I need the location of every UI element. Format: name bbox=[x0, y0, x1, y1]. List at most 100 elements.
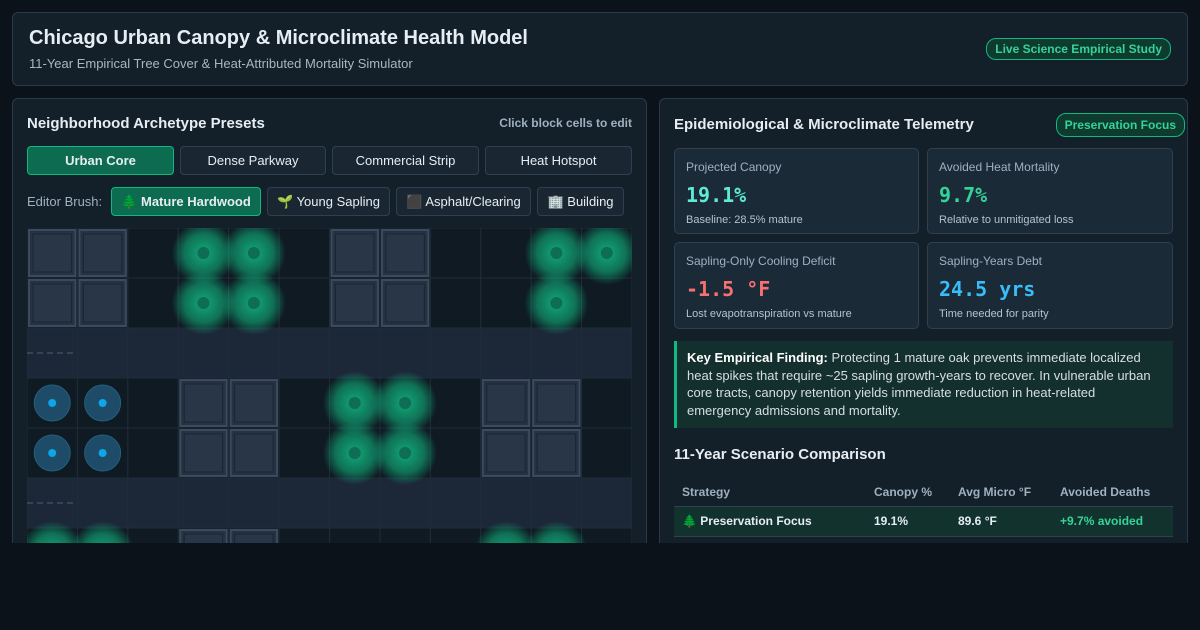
building-roof bbox=[32, 233, 72, 273]
metric-note: Lost evapotranspiration vs mature bbox=[686, 308, 852, 320]
grid-cell[interactable] bbox=[228, 327, 280, 379]
grid-cell[interactable] bbox=[379, 527, 431, 543]
grid-cell[interactable] bbox=[429, 377, 482, 429]
table-cell: 19.1% bbox=[874, 514, 909, 528]
grid-cell[interactable] bbox=[480, 277, 532, 329]
tree-trunk bbox=[600, 247, 613, 259]
grid-cell[interactable] bbox=[76, 477, 129, 529]
table-cell: 🌲 Preservation Focus bbox=[682, 514, 812, 528]
preset-button[interactable]: Dense Parkway bbox=[180, 146, 326, 175]
grid-cell[interactable] bbox=[76, 327, 129, 379]
block-grid bbox=[27, 228, 632, 543]
metric-value: 24.5 yrs bbox=[939, 277, 1036, 301]
mature-tree bbox=[27, 521, 83, 543]
mature-tree bbox=[475, 521, 537, 543]
grid-cell[interactable] bbox=[329, 477, 381, 529]
metric-card: Sapling-Years Debt 24.5 yrs Time needed fo… bbox=[927, 242, 1173, 329]
grid-cell[interactable] bbox=[127, 277, 179, 329]
building-roof bbox=[385, 233, 425, 273]
metric-label: Sapling-Only Cooling Deficit bbox=[686, 254, 836, 268]
grid-cell[interactable] bbox=[581, 277, 632, 329]
grid-cell[interactable] bbox=[278, 427, 330, 479]
grid-cell[interactable] bbox=[329, 327, 381, 379]
grid-cell[interactable] bbox=[228, 477, 280, 529]
column-header: Strategy bbox=[682, 485, 731, 499]
tree-trunk bbox=[247, 247, 260, 259]
grid-cell[interactable] bbox=[379, 327, 431, 379]
title: Chicago Urban Canopy & Microclimate Heal… bbox=[29, 27, 528, 49]
grid-cell[interactable] bbox=[329, 527, 381, 543]
grid-cell[interactable] bbox=[127, 228, 179, 279]
metric-value: 19.1% bbox=[686, 183, 747, 207]
grid-cell[interactable] bbox=[127, 477, 179, 529]
building-roof bbox=[385, 283, 425, 323]
metric-value: 9.7% bbox=[939, 183, 988, 207]
grid-cell[interactable] bbox=[278, 327, 330, 379]
tree-trunk bbox=[399, 447, 412, 459]
grid-cell[interactable] bbox=[278, 377, 330, 429]
viewport: Chicago Urban Canopy & Microclimate Heal… bbox=[12, 12, 1188, 543]
brush-button[interactable]: 🏢 Building bbox=[537, 187, 624, 216]
preset-button[interactable]: Heat Hotspot bbox=[485, 146, 632, 175]
metric-note: Relative to unmitigated loss bbox=[939, 214, 1074, 226]
building-roof bbox=[183, 433, 224, 473]
grid-cell[interactable] bbox=[127, 377, 179, 429]
panel-title: Epidemiological & Microclimate Telemetry bbox=[674, 116, 974, 133]
building-roof bbox=[486, 433, 526, 473]
subtitle: 11-Year Empirical Tree Cover & Heat-Attr… bbox=[29, 56, 413, 71]
grid-cell[interactable] bbox=[429, 477, 482, 529]
grid-cell[interactable] bbox=[278, 277, 330, 329]
grid-cell[interactable] bbox=[429, 228, 482, 279]
grid-cell[interactable] bbox=[429, 277, 482, 329]
grid-cell[interactable] bbox=[480, 228, 532, 279]
table-row bbox=[674, 507, 1173, 537]
table-header bbox=[674, 477, 1173, 507]
grid-cell[interactable] bbox=[429, 527, 482, 543]
panel-title: Neighborhood Archetype Presets bbox=[27, 115, 265, 132]
finding-text: Protecting 1 mature oak prevents immedia… bbox=[687, 350, 1151, 418]
tree-trunk bbox=[247, 297, 260, 309]
grid-cell[interactable] bbox=[581, 527, 632, 543]
table-cell: +9.7% avoided bbox=[1060, 514, 1144, 528]
grid-cell[interactable] bbox=[177, 477, 230, 529]
preset-button[interactable]: Commercial Strip bbox=[332, 146, 479, 175]
building-roof bbox=[183, 383, 224, 423]
grid-cell[interactable] bbox=[127, 527, 179, 543]
section-title: 11-Year Scenario Comparison bbox=[674, 446, 886, 463]
grid-cell[interactable] bbox=[278, 228, 330, 279]
badge: Preservation Focus bbox=[1055, 113, 1185, 137]
grid-cell[interactable] bbox=[278, 477, 330, 529]
sapling-core bbox=[48, 449, 57, 457]
tree-trunk bbox=[348, 397, 361, 409]
tree-trunk bbox=[399, 397, 412, 409]
grid-cell[interactable] bbox=[429, 427, 482, 479]
grid-cell[interactable] bbox=[581, 327, 632, 379]
grid-cell[interactable] bbox=[379, 477, 431, 529]
metric-label: Projected Canopy bbox=[686, 160, 782, 174]
grid-cell[interactable] bbox=[530, 477, 583, 529]
grid-cell[interactable] bbox=[429, 327, 482, 379]
metric-value: -1.5 °F bbox=[686, 277, 771, 301]
sapling-core bbox=[98, 399, 107, 407]
building-roof bbox=[32, 283, 72, 323]
grid-cell[interactable] bbox=[127, 427, 179, 479]
sapling-core bbox=[48, 399, 57, 407]
grid-cell[interactable] bbox=[127, 327, 179, 379]
grid-cell[interactable] bbox=[177, 327, 230, 379]
building-roof bbox=[536, 433, 577, 473]
grid-cell[interactable] bbox=[581, 377, 632, 429]
brush-button[interactable]: 🌲 Mature Hardwood bbox=[111, 187, 261, 216]
grid-cell[interactable] bbox=[581, 427, 632, 479]
grid-cell[interactable] bbox=[278, 527, 330, 543]
column-header: Canopy % bbox=[874, 485, 933, 499]
grid-cell[interactable] bbox=[480, 477, 532, 529]
building-roof bbox=[536, 383, 577, 423]
grid-cell[interactable] bbox=[480, 327, 532, 379]
grid-cell[interactable] bbox=[581, 477, 632, 529]
grid-cell[interactable] bbox=[530, 327, 583, 379]
brush-button[interactable]: 🌱 Young Sapling bbox=[267, 187, 390, 216]
tree-trunk bbox=[550, 247, 563, 259]
brush-button[interactable]: ⬛ Asphalt/Clearing bbox=[396, 187, 531, 216]
metric-note: Baseline: 28.5% mature bbox=[686, 214, 803, 226]
preset-button[interactable]: Urban Core bbox=[27, 146, 174, 175]
